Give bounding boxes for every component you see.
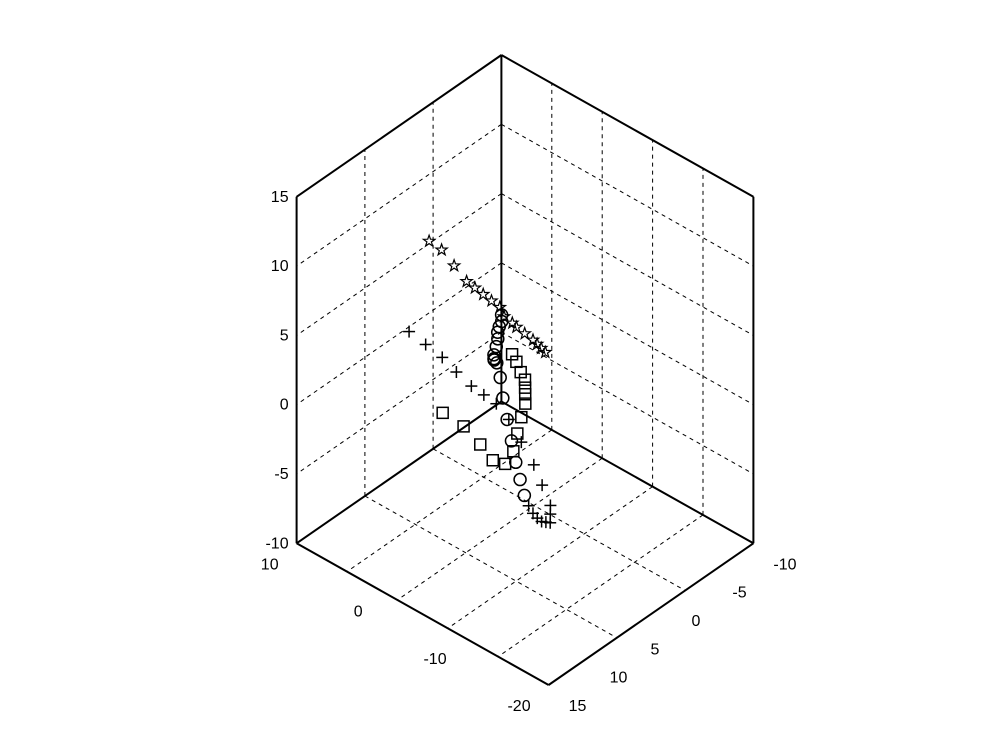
data-point <box>510 456 522 468</box>
data-point <box>514 474 526 486</box>
data-point <box>487 455 498 466</box>
data-point <box>437 407 448 418</box>
data-point <box>536 479 548 491</box>
axis-tick-label: 10 <box>610 670 628 687</box>
data-point <box>436 351 448 363</box>
axis-tick-label: -5 <box>732 585 746 602</box>
data-point <box>448 260 459 271</box>
data-point <box>544 499 556 511</box>
scatter3d-chart: -10 -5 0 5 10 15 10 0 -10 -20 -10 -5 0 5 10 15 <box>0 0 1000 745</box>
data-point <box>528 459 540 471</box>
axis-tick-label: -10 <box>423 651 446 668</box>
axis-tick-label: -5 <box>274 466 288 483</box>
data-point <box>465 380 477 392</box>
axis-tick-label: 10 <box>271 258 289 275</box>
axis-tick-label: -10 <box>773 556 796 573</box>
data-point <box>520 382 531 393</box>
data-point <box>450 366 462 378</box>
axis-tick-label: -20 <box>507 698 530 715</box>
data-point <box>500 458 511 469</box>
data-point <box>515 367 526 378</box>
axis-tick-label: 0 <box>280 397 289 414</box>
axis-tick-label: 15 <box>569 698 587 715</box>
data-point <box>494 372 506 384</box>
data-point <box>475 439 486 450</box>
data-point <box>508 446 519 457</box>
data-point <box>461 276 472 287</box>
data-point <box>478 389 490 401</box>
data-point <box>436 244 447 255</box>
data-point <box>511 356 522 367</box>
data-point <box>503 413 515 425</box>
data-point <box>507 349 518 360</box>
axis-tick-label: 0 <box>354 604 363 621</box>
axis-tick-label: 5 <box>651 641 660 658</box>
data-point <box>420 338 432 350</box>
chart-svg: -10 -5 0 5 10 15 10 0 -10 -20 -10 -5 0 5 10 15 <box>0 0 1000 745</box>
axis-tick-label: -10 <box>265 535 288 552</box>
axis-tick-label: 10 <box>261 556 279 573</box>
data-point <box>403 326 415 338</box>
axis-tick-label: 5 <box>280 327 289 344</box>
data-point <box>520 374 531 385</box>
axis-tick-label: 15 <box>271 189 289 206</box>
axis-tick-label: 0 <box>692 613 701 630</box>
